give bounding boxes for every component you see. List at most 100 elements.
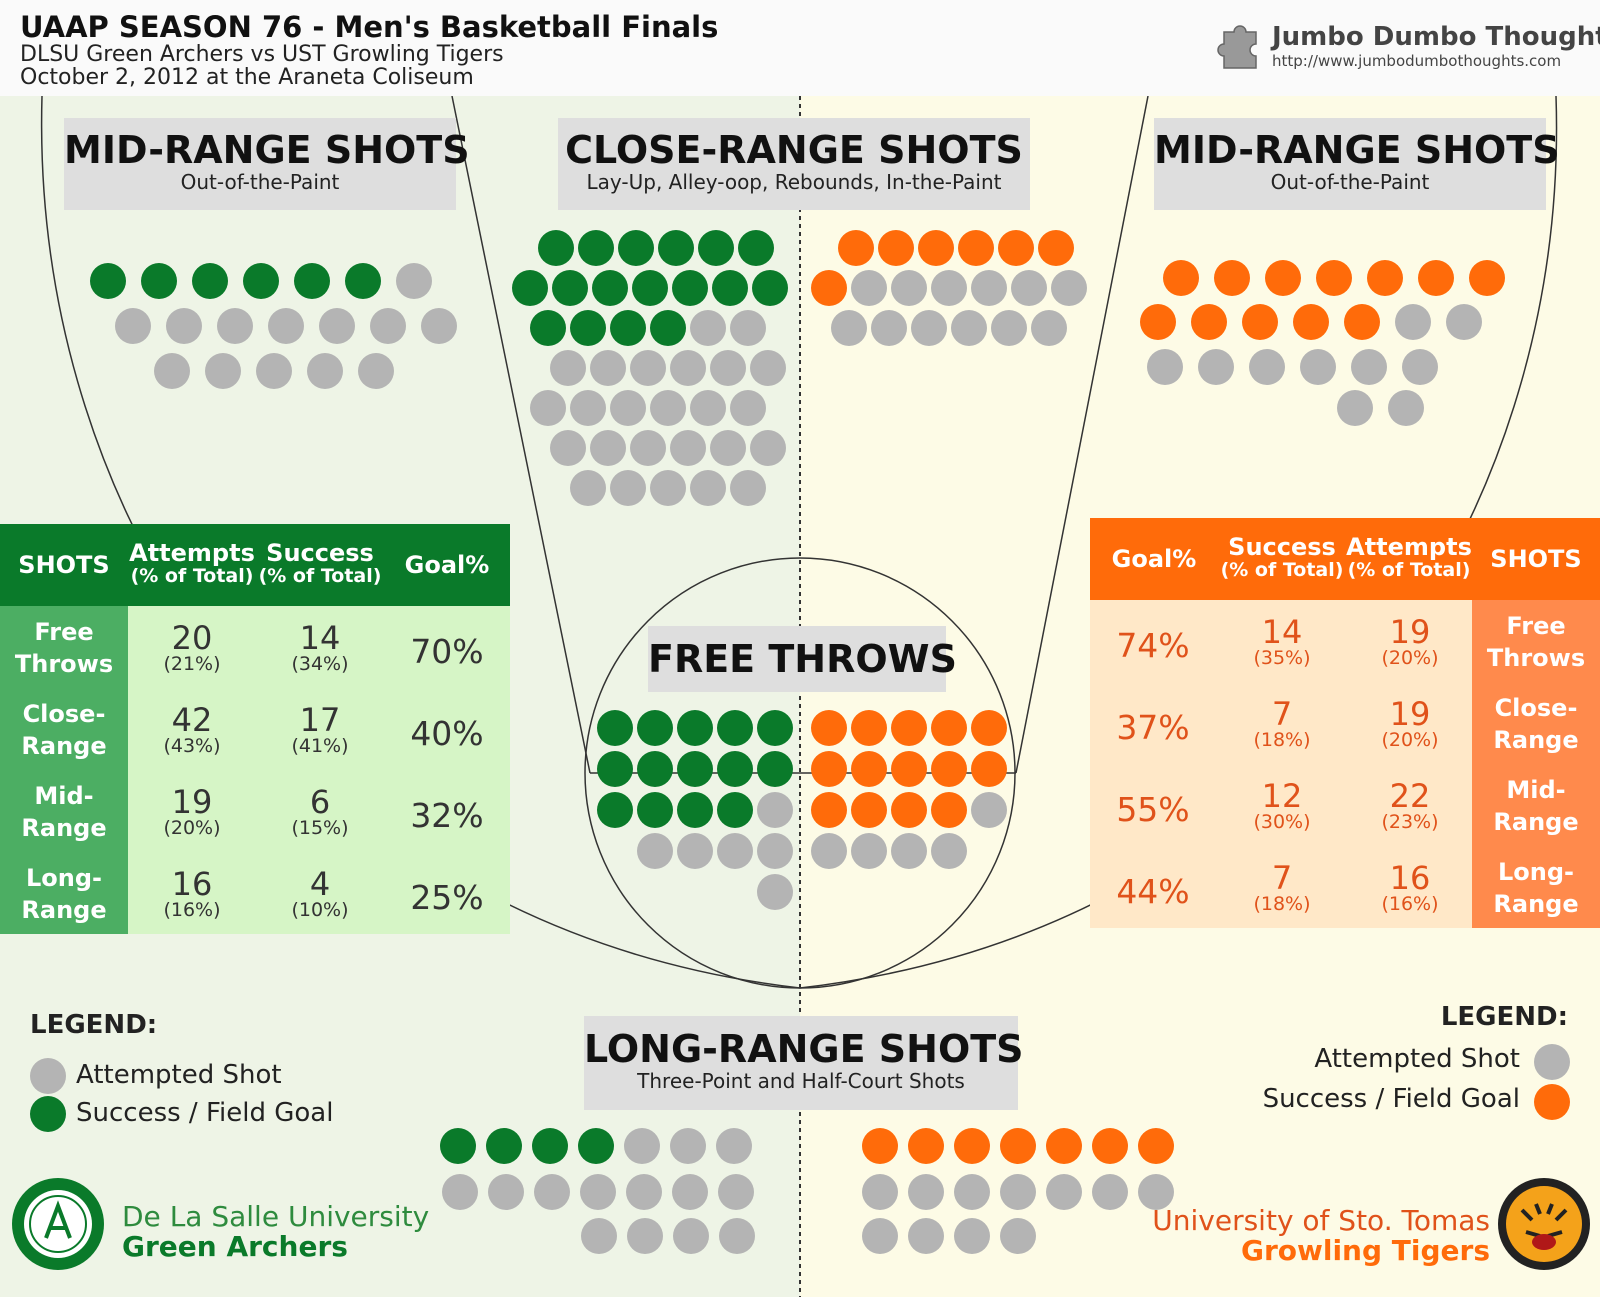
dlsu-mid-range-dot [294, 263, 330, 299]
legend-success-dot [30, 1096, 66, 1132]
row-label-line2: Range [1493, 726, 1579, 754]
dlsu-free-throw-dot [717, 792, 753, 828]
attempts-cell: 22 (23%) [1346, 780, 1474, 832]
dlsu-mid-range-dot [217, 308, 253, 344]
dlsu-nickname: Green Archers [122, 1230, 348, 1263]
ust-free-throw-dot [971, 751, 1007, 787]
attempts-cell: 42 (43%) [128, 704, 256, 756]
dlsu-free-throw-dot [677, 792, 713, 828]
zone-subtitle: Out-of-the-Paint [1270, 170, 1430, 194]
ust-long-range-dot [1092, 1128, 1128, 1164]
ust-free-throw-dot [851, 710, 887, 746]
row-label-line2: Range [1493, 890, 1579, 918]
dlsu-close-range-dot [570, 390, 606, 426]
dlsu-mid-range-dot [370, 308, 406, 344]
dlsu-mid-range-dot [205, 353, 241, 389]
header-attempts: Attempts (% of Total) [1346, 534, 1472, 580]
dlsu-mid-range-dot [243, 263, 279, 299]
row-label-line1: Close- [22, 700, 106, 728]
success-value: 14 [1261, 613, 1303, 651]
success-pct: (18%) [1253, 893, 1311, 915]
dlsu-close-range-dot [730, 390, 766, 426]
success-value: 12 [1261, 777, 1303, 815]
dlsu-free-throw-dot [597, 751, 633, 787]
ust-long-range-dot [954, 1174, 990, 1210]
zone-subtitle: Three-Point and Half-Court Shots [637, 1069, 965, 1093]
attempts-cell: 19 (20%) [128, 786, 256, 838]
ust-free-throw-dot [931, 792, 967, 828]
header-success-label: Success [1228, 533, 1336, 561]
row-label-line1: Close- [1494, 694, 1578, 722]
dlsu-long-range-dot [442, 1174, 478, 1210]
ust-free-throw-dot [851, 792, 887, 828]
dlsu-long-range-dot [534, 1174, 570, 1210]
ust-long-range-dot [908, 1218, 944, 1254]
goal-cell: 44% [1116, 872, 1190, 911]
zone-subtitle: Lay-Up, Alley-oop, Rebounds, In-the-Pain… [586, 170, 1002, 194]
header-attempts: Attempts (% of Total) [128, 540, 256, 586]
header-pct: (% of Total) [258, 565, 382, 587]
dlsu-free-throw-dot [637, 751, 673, 787]
zone-title: CLOSE-RANGE SHOTS [565, 128, 1023, 172]
goal-cell: 74% [1116, 626, 1190, 665]
dlsu-legend: LEGEND: Attempted Shot Success / Field G… [30, 1010, 333, 1132]
dlsu-long-range-dot [488, 1174, 524, 1210]
ust-close-range-dot [1038, 230, 1074, 266]
row-label-line2: Throws [1486, 644, 1586, 672]
ust-close-range-dot [1051, 270, 1087, 306]
dlsu-free-throw-dot [677, 833, 713, 869]
dlsu-free-throw-dot [637, 833, 673, 869]
dlsu-free-throw-dot [757, 874, 793, 910]
ust-mid-range-dot [1337, 390, 1373, 426]
row-label: Long- Range [0, 862, 128, 926]
ust-mid-range-dot [1367, 260, 1403, 296]
attempts-pct: (23%) [1381, 811, 1439, 833]
dlsu-long-range-dot [486, 1128, 522, 1164]
dlsu-close-range-dot [530, 310, 566, 346]
dlsu-free-throw-dot [757, 710, 793, 746]
goal-cell: 40% [410, 714, 484, 753]
attempts-cell: 19 (20%) [1346, 698, 1474, 750]
dlsu-close-range-dot [592, 270, 628, 306]
dlsu-free-throw-dot [677, 710, 713, 746]
header-success: Success (% of Total) [256, 540, 384, 586]
dlsu-close-range-dot [650, 310, 686, 346]
dlsu-seal-icon [12, 1178, 104, 1270]
ust-free-throw-dot [931, 710, 967, 746]
dlsu-close-range-dot [570, 470, 606, 506]
legend-success-dot [1534, 1084, 1570, 1120]
success-value: 17 [299, 701, 341, 739]
ust-close-range-dot [918, 230, 954, 266]
ust-mid-range-dot [1316, 260, 1352, 296]
ust-long-range-dot [908, 1174, 944, 1210]
page-subtitle: DLSU Green Archers vs UST Growling Tiger… [20, 43, 504, 89]
ust-free-throw-dot [811, 792, 847, 828]
table-body [128, 606, 510, 934]
ust-close-range-dot [871, 310, 907, 346]
success-value: 7 [1271, 695, 1293, 733]
ust-free-throw-dot [891, 710, 927, 746]
dlsu-mid-range-dot [154, 353, 190, 389]
row-label-line1: Mid- [34, 782, 94, 810]
row-label-line2: Range [21, 732, 107, 760]
dlsu-close-range-dot [658, 230, 694, 266]
header-success-label: Success [266, 539, 374, 567]
table-body [1090, 600, 1472, 928]
ust-long-range-dot [1000, 1218, 1036, 1254]
zone-long-range: LONG-RANGE SHOTS Three-Point and Half-Co… [584, 1016, 1024, 1110]
attempts-pct: (16%) [1381, 893, 1439, 915]
dlsu-mid-range-dot [345, 263, 381, 299]
ust-free-throw-dot [891, 833, 927, 869]
row-label-line1: Free [34, 618, 94, 646]
dlsu-mid-range-dot [421, 308, 457, 344]
dlsu-mid-range-dot [192, 263, 228, 299]
legend-attempted-label: Attempted Shot [1314, 1044, 1520, 1074]
ust-close-range-dot [891, 270, 927, 306]
dlsu-free-throw-dot [597, 792, 633, 828]
ust-close-range-dot [831, 310, 867, 346]
dlsu-close-range-dot [730, 310, 766, 346]
dlsu-close-range-dot [650, 470, 686, 506]
ust-university: University of Sto. Tomas [1152, 1204, 1490, 1237]
table-header [0, 524, 510, 606]
row-label-line2: Range [21, 814, 107, 842]
